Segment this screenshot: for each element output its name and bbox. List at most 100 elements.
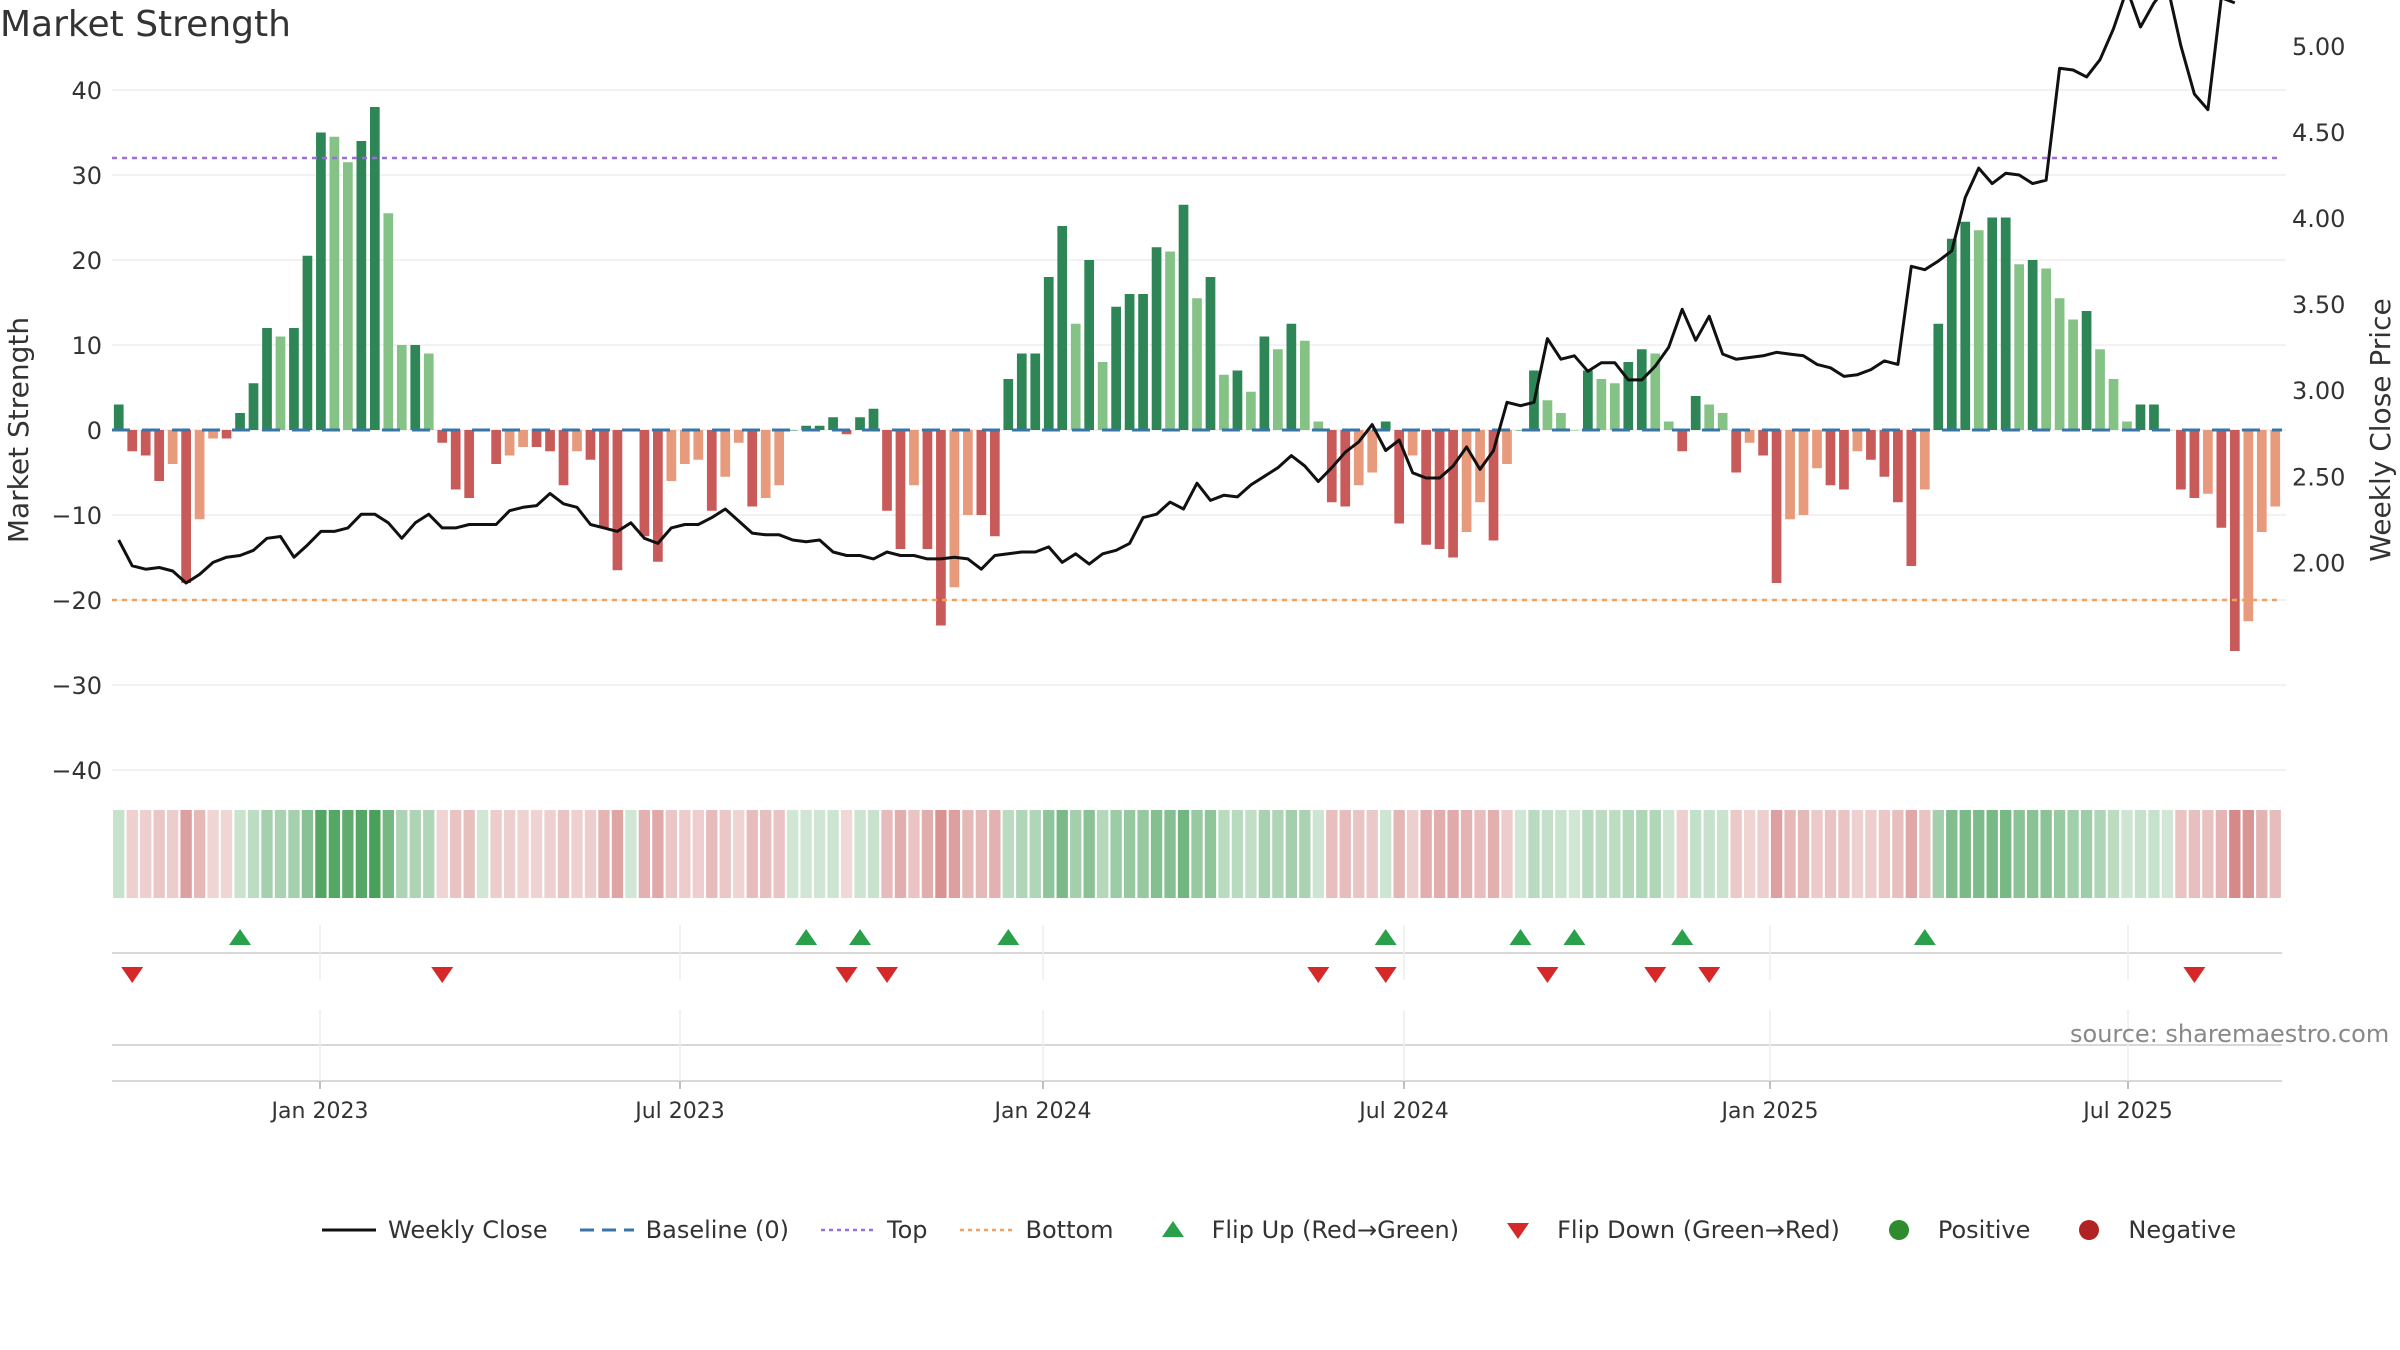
strength-bar <box>504 430 515 456</box>
regime-cell <box>625 810 637 898</box>
regime-cell <box>746 810 758 898</box>
regime-cell <box>935 810 947 898</box>
regime-cell <box>1406 810 1419 898</box>
strength-bar <box>1367 430 1378 473</box>
regime-cell <box>786 810 799 898</box>
flip-down-marker <box>2183 967 2206 983</box>
regime-cell <box>1905 810 1918 898</box>
strength-bar <box>1731 430 1741 473</box>
strength-bar <box>1111 306 1121 430</box>
strength-bar <box>1583 370 1593 430</box>
legend-label: Baseline (0) <box>645 1216 790 1244</box>
regime-cell <box>2229 810 2241 898</box>
regime-cell <box>679 810 691 898</box>
strength-bar <box>1785 430 1795 520</box>
regime-cell <box>665 810 678 898</box>
strength-bar <box>1839 430 1849 490</box>
strength-bar <box>841 430 852 435</box>
strength-bar <box>1704 404 1715 430</box>
regime-cell <box>2040 810 2052 898</box>
strength-bar <box>2229 430 2240 651</box>
regime-cell <box>328 810 341 898</box>
strength-bar <box>2081 311 2092 430</box>
strength-bar <box>1205 277 1216 430</box>
flip-down-marker <box>1374 967 1397 983</box>
regime-cell <box>719 810 731 898</box>
strength-bar <box>1192 298 1202 430</box>
strength-bar <box>1246 391 1256 430</box>
strength-bar <box>289 328 299 430</box>
strength-bar <box>113 404 124 430</box>
regime-cell <box>840 810 853 898</box>
flip-up-marker <box>795 929 818 945</box>
strength-bar <box>1488 430 1499 541</box>
strength-bar <box>1084 260 1095 430</box>
strength-bar <box>2203 430 2213 494</box>
regime-cell <box>1312 810 1324 898</box>
y-tick-label: 30 <box>71 162 102 190</box>
regime-cell <box>813 810 826 898</box>
regime-cell <box>692 810 704 898</box>
y2-tick-label: 3.50 <box>2292 291 2345 319</box>
regime-cell <box>1191 810 1203 898</box>
legend-label: Top <box>887 1216 928 1244</box>
legend: Weekly Close Baseline (0) Top Bottom Flip Up… <box>320 1210 2236 1250</box>
strength-bar <box>1946 238 1957 430</box>
regime-cell <box>557 810 570 898</box>
strength-bar <box>1151 247 1162 430</box>
regime-cell <box>908 810 920 898</box>
y2-tick-label: 2.50 <box>2292 463 2345 491</box>
strength-bar <box>1138 294 1148 430</box>
strength-bar <box>1043 277 1054 430</box>
regime-cell <box>490 810 502 898</box>
strength-bar <box>989 430 1000 537</box>
strength-bar <box>612 430 623 571</box>
regime-cell <box>1946 810 1958 898</box>
strength-bar <box>356 141 367 430</box>
regime-cell <box>1865 810 1877 898</box>
strength-bar <box>1987 217 1998 430</box>
reference-lines <box>112 156 2282 602</box>
strength-bar <box>1744 430 1755 443</box>
strength-bar <box>1623 362 1634 430</box>
regime-cell <box>1609 810 1621 898</box>
strength-bar <box>720 430 731 477</box>
regime-cell <box>1164 810 1176 898</box>
source-note: source: sharemaestro.com <box>2070 1020 2390 1048</box>
legend-item: Weekly Close <box>320 1215 548 1245</box>
y-tick-label: −40 <box>51 757 102 785</box>
regime-cell <box>1218 810 1230 898</box>
flip-down-marker <box>1698 967 1721 983</box>
strength-bar <box>1313 421 1324 430</box>
regime-cell <box>1231 810 1244 898</box>
regime-cell <box>193 810 206 898</box>
strength-bar <box>531 430 542 447</box>
regime-cell <box>1716 810 1729 898</box>
regime-cell <box>2067 810 2079 898</box>
regime-cell <box>1959 810 1971 898</box>
strength-bar <box>666 430 677 481</box>
regime-cell <box>827 810 839 898</box>
bars-layer <box>113 107 2281 651</box>
regime-cell <box>989 810 1001 898</box>
flip-down-marker <box>1536 967 1559 983</box>
regime-cell <box>1110 810 1122 898</box>
regime-cell <box>517 810 529 898</box>
strength-bar <box>760 430 771 498</box>
flip-down-marker <box>1307 967 1330 983</box>
strength-bar <box>882 430 892 511</box>
regime-cell <box>1258 810 1271 898</box>
strength-bar <box>706 430 717 511</box>
regime-cell <box>854 810 866 898</box>
strength-bar <box>949 430 960 588</box>
regime-cell <box>1690 810 1702 898</box>
legend-item: Flip Up (Red→Green) <box>1144 1215 1459 1245</box>
strength-bar <box>1717 413 1728 430</box>
flip-up-marker <box>997 929 1020 945</box>
strength-bar <box>2041 268 2051 430</box>
regime-cell <box>1204 810 1217 898</box>
regime-cell <box>2269 810 2281 898</box>
regime-cell <box>2107 810 2120 898</box>
strength-bar <box>302 255 313 430</box>
strength-bar <box>963 430 973 515</box>
